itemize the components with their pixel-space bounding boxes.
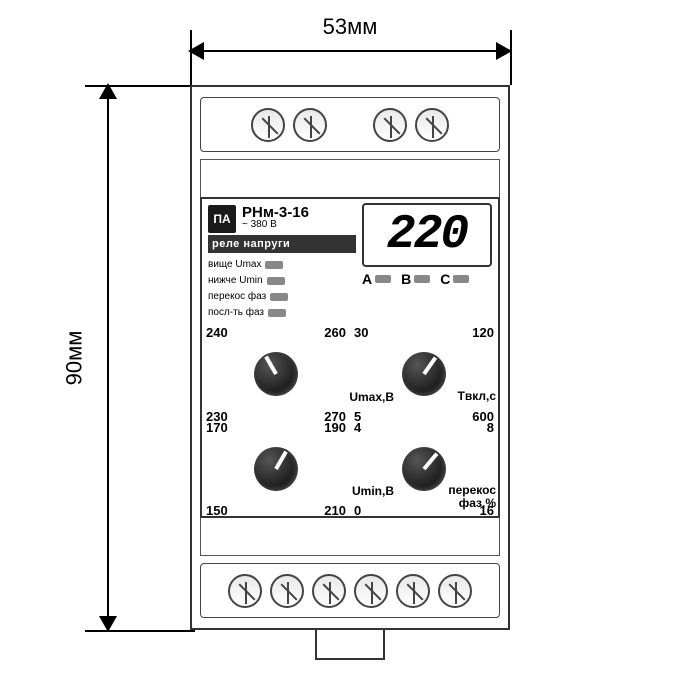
scale-value: 30 [354, 325, 368, 340]
knob-grid: 240 260 230 270 Umax,В 30 120 5 600 Tвкл… [202, 327, 498, 516]
status-label: перекос фаз [208, 289, 266, 305]
cover-bottom [200, 518, 500, 556]
status-label: вище Umax [208, 257, 261, 273]
terminal [293, 108, 327, 142]
scale-value: 150 [206, 503, 228, 518]
knob-umin[interactable]: 170 190 150 210 Umin,В [202, 422, 350, 517]
terminal-block-top [200, 97, 500, 152]
terminal [396, 574, 430, 608]
rotary-knob[interactable] [254, 447, 298, 491]
led-indicator [267, 277, 285, 285]
din-mount-tab [315, 630, 385, 660]
knob-label: Tвкл,с [458, 390, 497, 403]
terminal [415, 108, 449, 142]
scale-value: 4 [354, 420, 361, 435]
led-indicator [375, 275, 391, 283]
title-bar: реле напруги [208, 235, 356, 253]
led-indicator [270, 293, 288, 301]
cover-top [200, 159, 500, 197]
terminal [228, 574, 262, 608]
din-module: ПА РНм-3-16 ~ 380 В 220 реле напруги вищ… [190, 85, 510, 630]
knob-tvkl[interactable]: 30 120 5 600 Tвкл,с [350, 327, 498, 422]
led-indicator [268, 309, 286, 317]
terminal [270, 574, 304, 608]
voltage-rating: ~ 380 В [242, 220, 309, 230]
scale-value: 190 [324, 420, 346, 435]
scale-value: 240 [206, 325, 228, 340]
scale-value: 8 [487, 420, 494, 435]
terminal [438, 574, 472, 608]
dim-width: 53мм [190, 38, 510, 66]
terminal [251, 108, 285, 142]
phase-label: B [401, 271, 411, 287]
terminal [312, 574, 346, 608]
status-label: посл-ть фаз [208, 305, 264, 321]
display-value: 220 [387, 208, 467, 262]
terminal [373, 108, 407, 142]
phase-label: A [362, 271, 372, 287]
terminal [354, 574, 388, 608]
scale-value: 260 [324, 325, 346, 340]
dim-width-label: 53мм [190, 14, 510, 40]
dim-height-label: 90мм [61, 330, 87, 385]
knob-umax[interactable]: 240 260 230 270 Umax,В [202, 327, 350, 422]
terminal-block-bottom [200, 563, 500, 618]
rotary-knob[interactable] [402, 352, 446, 396]
rotary-knob[interactable] [254, 352, 298, 396]
diagram-canvas: 53мм 90мм ПА РНм-3-16 ~ 380 В [0, 0, 700, 700]
led-indicator [414, 275, 430, 283]
status-label: нижче Umin [208, 273, 263, 289]
knob-label: перекосфаз,% [448, 484, 496, 510]
led-indicator [453, 275, 469, 283]
scale-value: 210 [324, 503, 346, 518]
phase-label: C [440, 271, 450, 287]
model-number: РНм-3-16 [242, 205, 309, 220]
phase-indicators: A B C [362, 271, 469, 287]
scale-value: 170 [206, 420, 228, 435]
dim-height: 90мм [95, 85, 123, 630]
scale-value: 0 [354, 503, 361, 518]
led-indicator [265, 261, 283, 269]
brand-logo: ПА [208, 205, 236, 233]
scale-value: 120 [472, 325, 494, 340]
faceplate: ПА РНм-3-16 ~ 380 В 220 реле напруги вищ… [200, 197, 500, 518]
knob-perekos[interactable]: 4 8 0 16 перекосфаз,% [350, 422, 498, 517]
rotary-knob[interactable] [402, 447, 446, 491]
digital-display: 220 [362, 203, 492, 267]
status-indicators: вище Umax нижче Umin перекос фаз посл-ть… [208, 257, 288, 321]
